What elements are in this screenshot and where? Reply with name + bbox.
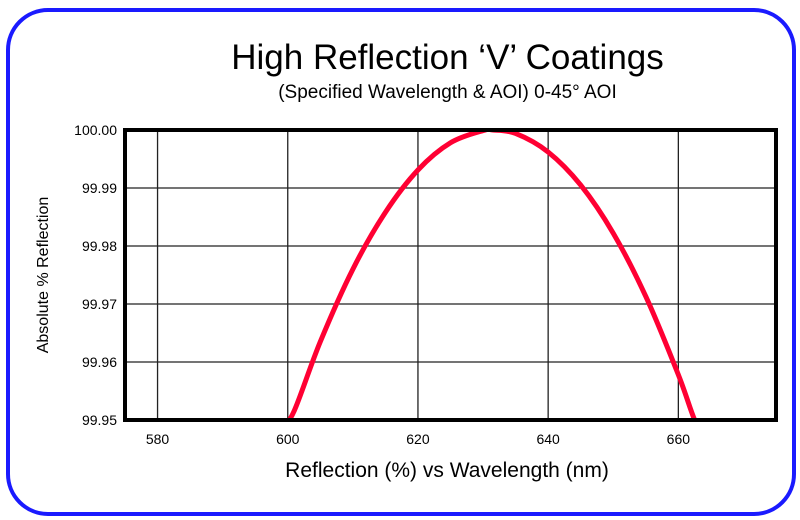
- chart-title: High Reflection ‘V’ Coatings: [231, 38, 664, 77]
- x-tick-label: 660: [667, 431, 691, 447]
- chart-subtitle: (Specified Wavelength & AOI) 0-45° AOI: [278, 82, 617, 103]
- plot-frame: [123, 128, 778, 422]
- x-tick-label: 640: [536, 431, 560, 447]
- y-tick-label: 99.98: [82, 238, 117, 254]
- y-axis-label: Absolute % Reflection: [35, 197, 52, 354]
- y-tick-label: 99.95: [82, 412, 117, 428]
- rounded-border: [6, 8, 796, 516]
- y-tick-label: 99.96: [82, 354, 117, 370]
- series-line: [286, 130, 698, 420]
- x-axis-label: Reflection (%) vs Wavelength (nm): [285, 459, 609, 482]
- y-tick-label: 99.99: [82, 180, 117, 196]
- y-tick-label: 100.00: [74, 122, 117, 138]
- x-tick-label: 620: [406, 431, 430, 447]
- x-tick-label: 580: [146, 431, 170, 447]
- x-tick-label: 600: [276, 431, 300, 447]
- y-tick-label: 99.97: [82, 296, 117, 312]
